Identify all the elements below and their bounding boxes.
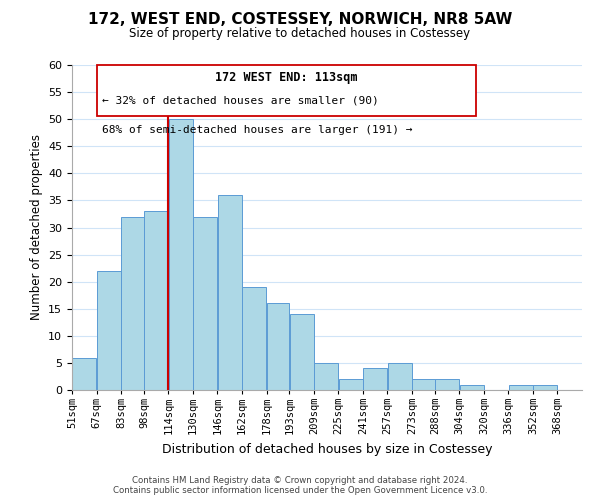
Bar [267, 304, 289, 390]
X-axis label: Distribution of detached houses by size in Costessey: Distribution of detached houses by size … [162, 443, 492, 456]
Bar [460, 384, 484, 390]
Bar [388, 363, 412, 390]
Text: Contains HM Land Registry data © Crown copyright and database right 2024.
Contai: Contains HM Land Registry data © Crown c… [113, 476, 487, 495]
Bar [314, 363, 338, 390]
Bar [242, 287, 266, 390]
Bar [73, 358, 96, 390]
Bar [339, 379, 362, 390]
FancyBboxPatch shape [97, 65, 476, 116]
Bar [218, 195, 242, 390]
Bar [145, 211, 168, 390]
Text: 68% of semi-detached houses are larger (191) →: 68% of semi-detached houses are larger (… [101, 125, 412, 135]
Text: 172, WEST END, COSTESSEY, NORWICH, NR8 5AW: 172, WEST END, COSTESSEY, NORWICH, NR8 5… [88, 12, 512, 28]
Bar [97, 271, 121, 390]
Bar [412, 379, 434, 390]
Text: Size of property relative to detached houses in Costessey: Size of property relative to detached ho… [130, 28, 470, 40]
Text: 172 WEST END: 113sqm: 172 WEST END: 113sqm [215, 72, 358, 85]
Bar [436, 379, 459, 390]
Bar [121, 216, 143, 390]
Y-axis label: Number of detached properties: Number of detached properties [29, 134, 43, 320]
Bar [364, 368, 387, 390]
Bar [509, 384, 533, 390]
Bar [533, 384, 557, 390]
Bar [169, 119, 193, 390]
Text: ← 32% of detached houses are smaller (90): ← 32% of detached houses are smaller (90… [101, 96, 379, 106]
Bar [193, 216, 217, 390]
Bar [290, 314, 314, 390]
